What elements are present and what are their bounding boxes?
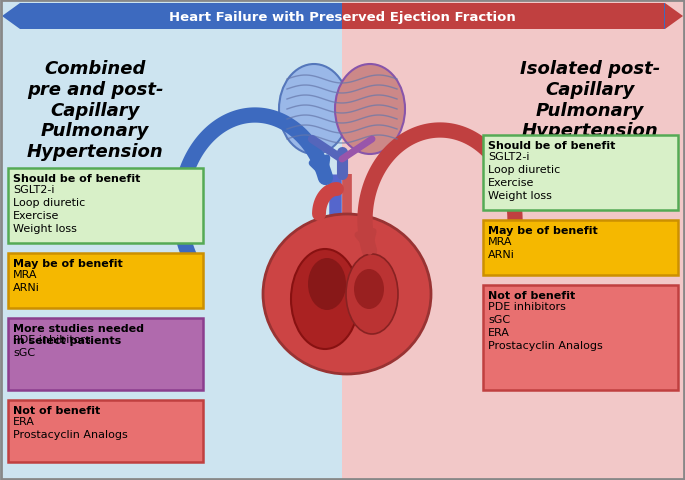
Ellipse shape xyxy=(263,215,431,374)
Text: PDE inhibitors
sGC
ERA
Prostacyclin Analogs: PDE inhibitors sGC ERA Prostacyclin Anal… xyxy=(488,301,603,350)
Ellipse shape xyxy=(279,65,349,155)
Bar xyxy=(342,0,684,480)
Polygon shape xyxy=(665,4,683,30)
Text: Combined
pre and post-
Capillary
Pulmonary
Hypertension: Combined pre and post- Capillary Pulmona… xyxy=(27,60,164,161)
Ellipse shape xyxy=(308,258,346,311)
Text: ERA
Prostacyclin Analogs: ERA Prostacyclin Analogs xyxy=(13,416,127,439)
Bar xyxy=(0,0,342,480)
Text: May be of benefit: May be of benefit xyxy=(488,226,598,236)
Text: SGLT2-i
Loop diuretic
Exercise
Weight loss: SGLT2-i Loop diuretic Exercise Weight lo… xyxy=(488,152,560,200)
Ellipse shape xyxy=(346,254,398,334)
Text: Not of benefit: Not of benefit xyxy=(13,405,100,415)
FancyBboxPatch shape xyxy=(8,168,203,243)
Ellipse shape xyxy=(335,65,405,155)
FancyBboxPatch shape xyxy=(8,400,203,462)
Text: MRA
ARNi: MRA ARNi xyxy=(488,237,515,260)
FancyBboxPatch shape xyxy=(8,318,203,390)
FancyBboxPatch shape xyxy=(483,286,678,390)
Text: Should be of benefit: Should be of benefit xyxy=(488,141,615,151)
Ellipse shape xyxy=(291,250,359,349)
Bar xyxy=(342,4,664,30)
FancyBboxPatch shape xyxy=(483,136,678,211)
Text: Heart Failure with Preserved Ejection Fraction: Heart Failure with Preserved Ejection Fr… xyxy=(169,11,516,24)
Text: Not of benefit: Not of benefit xyxy=(488,290,575,300)
FancyBboxPatch shape xyxy=(483,220,678,276)
Text: More studies needed
in select patients: More studies needed in select patients xyxy=(13,324,144,345)
Text: Should be of benefit: Should be of benefit xyxy=(13,174,140,184)
Text: May be of benefit: May be of benefit xyxy=(13,258,123,268)
Text: SGLT2-i
Loop diuretic
Exercise
Weight loss: SGLT2-i Loop diuretic Exercise Weight lo… xyxy=(13,185,85,233)
Text: MRA
ARNi: MRA ARNi xyxy=(13,270,40,292)
FancyBboxPatch shape xyxy=(8,253,203,308)
Ellipse shape xyxy=(354,269,384,309)
Text: Isolated post-
Capillary
Pulmonary
Hypertension: Isolated post- Capillary Pulmonary Hyper… xyxy=(520,60,660,140)
Bar xyxy=(20,4,665,30)
Text: PDE inhibitors
sGC: PDE inhibitors sGC xyxy=(13,335,91,357)
Polygon shape xyxy=(2,4,20,30)
